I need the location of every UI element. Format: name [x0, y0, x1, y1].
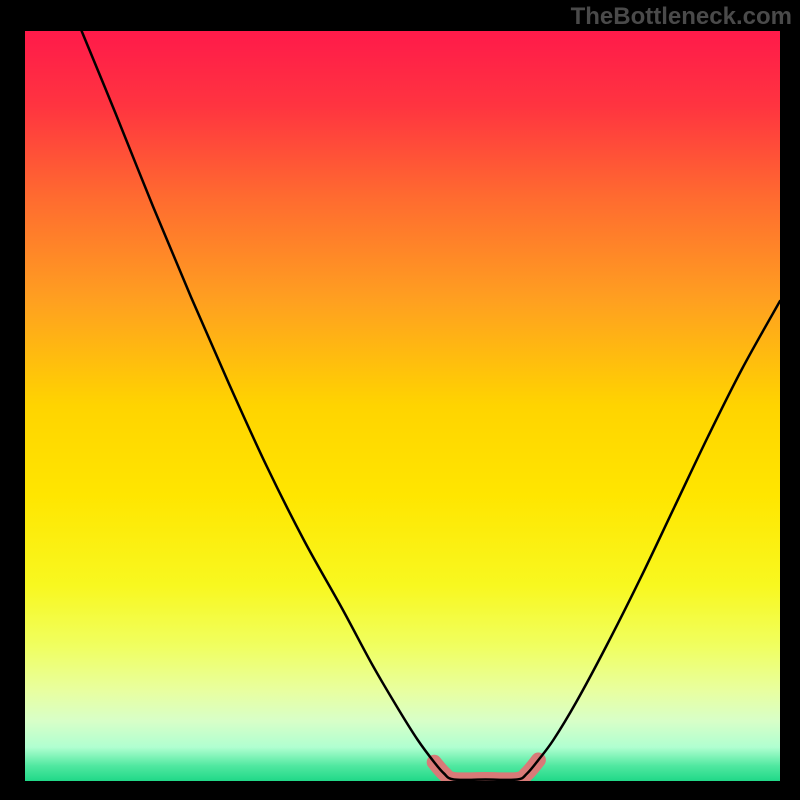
curve-layer: [25, 31, 780, 781]
chart-container: TheBottleneck.com: [0, 0, 800, 800]
bottleneck-curve: [82, 31, 780, 780]
watermark-text: TheBottleneck.com: [571, 3, 792, 31]
plot-area: [25, 31, 780, 781]
